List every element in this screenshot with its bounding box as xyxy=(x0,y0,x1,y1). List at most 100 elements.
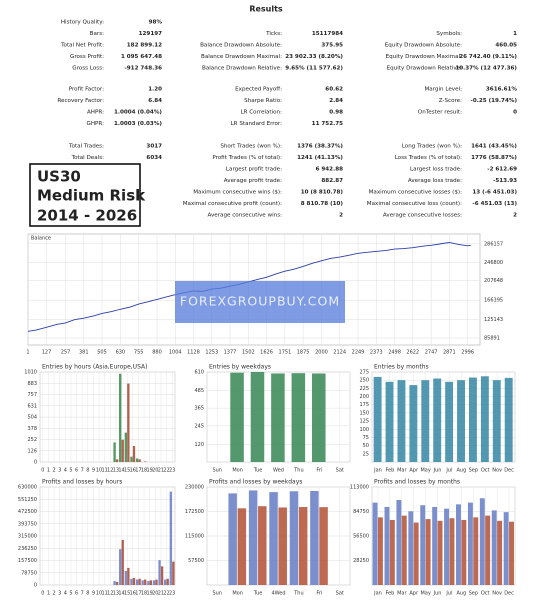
x-tick-label: 880 xyxy=(152,350,162,356)
x-tick-label: Mon xyxy=(232,468,243,474)
y-tick-label: 246800 xyxy=(484,260,503,266)
x-tick-label: 9 xyxy=(92,468,95,474)
x-tick-label: 6 xyxy=(75,468,78,474)
y-tick-label: 275 xyxy=(359,370,369,376)
bar xyxy=(144,579,147,585)
y-tick-label: 0 xyxy=(34,583,37,589)
x-tick-label: 1 xyxy=(26,350,29,356)
stat-value: 882.87 xyxy=(321,178,343,184)
y-tick-label: 125143 xyxy=(484,317,503,323)
stat-label: Equity Drawdown Relative: xyxy=(387,66,463,72)
bar xyxy=(445,381,454,462)
y-tick-label: 245 xyxy=(194,423,204,429)
stat-value: 0 xyxy=(513,110,517,116)
bar xyxy=(144,461,147,462)
x-tick-label: 13 xyxy=(113,591,119,597)
bar xyxy=(258,506,267,585)
x-tick-label: Mon xyxy=(232,591,243,597)
stat-label: Maximum consecutive losses ($): xyxy=(369,190,462,196)
y-tick-label: 166395 xyxy=(484,298,503,304)
x-tick-label: 0 xyxy=(41,468,44,474)
bar xyxy=(172,561,175,585)
x-tick-label: 17 xyxy=(135,591,141,597)
bar xyxy=(132,445,136,462)
y-tick-label: 504 xyxy=(27,415,37,421)
stat-label: Equity Drawdown Maximal: xyxy=(386,54,462,60)
stat-value: 1776 (58.87%) xyxy=(471,155,517,161)
x-tick-label: Feb xyxy=(385,591,394,597)
x-tick-label: 7 xyxy=(81,468,84,474)
bar xyxy=(149,580,153,585)
y-tick-label: 485 xyxy=(194,388,204,394)
bar xyxy=(480,376,489,462)
bar xyxy=(479,498,485,585)
bar xyxy=(160,566,164,585)
stat-value: 6 942.88 xyxy=(316,167,344,173)
stat-label: Equity Drawdown Absolute: xyxy=(385,43,462,49)
bar xyxy=(413,522,419,585)
bar xyxy=(138,459,141,462)
y-tick-label: 1010 xyxy=(24,370,37,376)
watermark: FOREXGROUPBUY.COM xyxy=(175,281,345,323)
x-tick-label: 19 xyxy=(147,468,153,474)
results-title: Results xyxy=(249,5,283,14)
x-tick-label: 2747 xyxy=(425,350,438,356)
x-tick-label: Jun xyxy=(433,591,442,597)
stat-label: Symbols: xyxy=(436,31,462,37)
stat-value: 460.05 xyxy=(495,43,517,49)
x-tick-label: 19 xyxy=(147,591,153,597)
x-tick-label: Oct xyxy=(481,468,490,474)
bar xyxy=(432,506,438,585)
x-tick-label: 18 xyxy=(141,468,147,474)
chart-title: Profits and losses by weekdays xyxy=(209,479,302,486)
x-tick-label: Aug xyxy=(456,591,466,597)
stat-label: Total Trades: xyxy=(68,144,104,150)
x-tick-label: 127 xyxy=(42,350,52,356)
stat-label: Average loss trade: xyxy=(408,178,462,184)
y-tick-label: 250 xyxy=(359,378,369,384)
stat-label: Largest loss trade: xyxy=(410,167,462,173)
bar xyxy=(377,517,383,585)
x-tick-label: 5 xyxy=(69,468,72,474)
stat-value: 2 xyxy=(339,213,343,219)
stat-value: 9.65% (11 577.62) xyxy=(285,66,343,72)
badge-box xyxy=(29,163,141,227)
stat-value: -912 748.36 xyxy=(124,66,162,72)
x-tick-label: 1253 xyxy=(205,350,218,356)
y-tick-label: 84750 xyxy=(353,509,369,515)
bar xyxy=(135,579,139,585)
bar xyxy=(127,567,130,585)
x-tick-label: 2871 xyxy=(443,350,456,356)
bar xyxy=(124,571,127,585)
stat-value: 1 095 647.48 xyxy=(121,54,162,60)
y-tick-label: 631 xyxy=(27,403,37,409)
x-tick-label: Jul xyxy=(445,468,452,474)
stat-label: AHPR: xyxy=(87,110,104,116)
bar xyxy=(119,373,122,462)
x-tick-label: 20 xyxy=(152,591,158,597)
bar xyxy=(485,515,491,585)
bar xyxy=(115,581,119,585)
x-tick-label: Dec xyxy=(504,468,514,474)
chart-title: Profits and losses by hours xyxy=(42,479,122,486)
bar xyxy=(166,578,169,585)
bar xyxy=(237,508,247,585)
bar xyxy=(420,505,426,585)
stat-value: 10 (8 810.78) xyxy=(301,190,344,196)
x-tick-label: Sep xyxy=(469,468,478,474)
stat-value: -513.93 xyxy=(493,178,517,184)
x-tick-label: Sep xyxy=(469,591,478,597)
x-tick-label: May xyxy=(420,591,430,597)
bar xyxy=(269,492,278,585)
charts: History Quality: 98%Bars: 129197 Ticks: 1511… xyxy=(18,20,518,597)
bar xyxy=(169,491,172,585)
stat-value: 0.98 xyxy=(329,110,343,116)
x-tick-label: 4Wed xyxy=(271,591,285,597)
x-tick-label: Sat xyxy=(336,591,344,597)
x-tick-label: 12 xyxy=(107,591,113,597)
stat-value: 1 xyxy=(513,31,517,37)
x-tick-label: 21 xyxy=(158,468,164,474)
stat-label: Profit Factor: xyxy=(69,87,104,93)
stat-value: 6034 xyxy=(146,155,162,161)
